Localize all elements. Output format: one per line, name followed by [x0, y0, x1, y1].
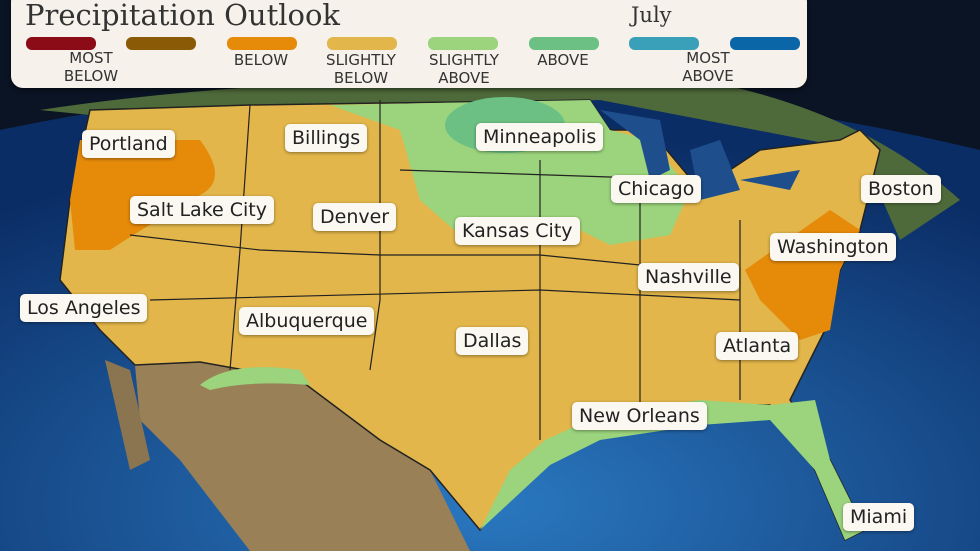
- swatch-above: [529, 37, 599, 50]
- label-slightly-below: SLIGHTLY BELOW: [326, 51, 396, 87]
- label-slightly-above: SLIGHTLY ABOVE: [429, 51, 499, 87]
- label-most-below: MOST BELOW: [63, 49, 119, 85]
- city-label: Salt Lake City: [130, 196, 274, 224]
- swatch-most-below-1: [26, 37, 96, 50]
- swatch-slightly-above: [428, 37, 498, 50]
- city-label: Albuquerque: [239, 307, 375, 335]
- legend-panel: Precipitation Outlook July MOST BELOW BE…: [11, 0, 807, 88]
- city-label: Billings: [285, 124, 368, 152]
- swatch-most-below-2: [126, 37, 196, 50]
- legend-title: Precipitation Outlook: [25, 0, 340, 32]
- swatch-most-above-2: [730, 37, 800, 50]
- label-above: ABOVE: [537, 51, 589, 69]
- city-label: Washington: [770, 233, 896, 261]
- land-mexico-baja: [105, 360, 150, 470]
- land-canada: [40, 78, 960, 240]
- city-label: New Orleans: [572, 402, 707, 430]
- city-label: Denver: [313, 203, 397, 231]
- region-below-northwest: [70, 140, 215, 250]
- swatch-below: [227, 37, 297, 50]
- city-label: Dallas: [456, 327, 529, 355]
- city-label: Miami: [843, 503, 915, 531]
- region-above-newmexico: [200, 367, 310, 390]
- swatch-slightly-below: [327, 37, 397, 50]
- swatch-most-above-1: [629, 37, 699, 50]
- label-most-above: MOST ABOVE: [682, 49, 734, 85]
- land-mexico: [135, 360, 470, 551]
- city-label: Portland: [82, 130, 175, 158]
- city-label: Nashville: [638, 263, 739, 291]
- city-label: Atlanta: [716, 332, 799, 360]
- legend-month: July: [631, 3, 672, 27]
- region-above-gulf: [480, 400, 865, 540]
- city-label: Minneapolis: [476, 123, 604, 151]
- city-label: Chicago: [611, 175, 702, 203]
- city-label: Boston: [861, 175, 941, 203]
- city-label: Kansas City: [455, 217, 580, 245]
- label-below: BELOW: [233, 51, 289, 69]
- city-label: Los Angeles: [20, 294, 148, 322]
